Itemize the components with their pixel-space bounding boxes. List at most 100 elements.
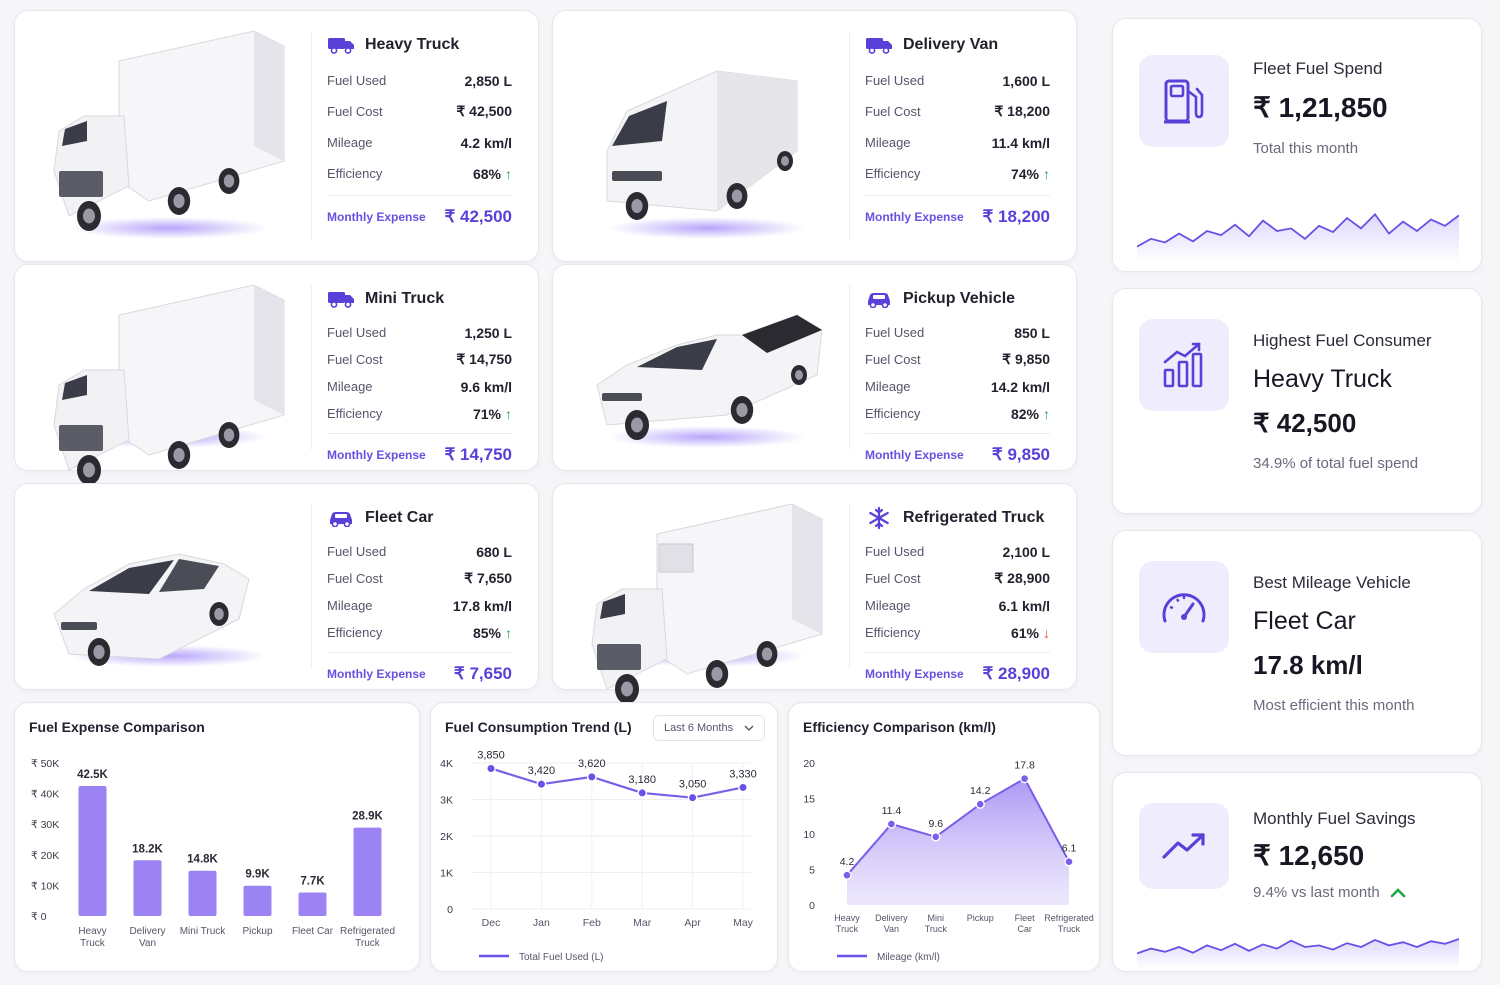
area-legend-label: Mileage (km/l)	[877, 952, 940, 963]
bar-x-tick: Pickup	[242, 926, 272, 937]
line-point[interactable]	[687, 792, 698, 803]
efficiency-value-wrap: 82% ↑	[1011, 406, 1050, 422]
area-point[interactable]	[886, 819, 897, 829]
monthly-expense-row: Monthly Expense ₹ 14,750	[327, 442, 512, 468]
vehicle-name: Fleet Car	[365, 509, 434, 526]
vehicle-info: Fleet Car Fuel Used 680 L Fuel Cost ₹ 7,…	[327, 504, 512, 687]
fuel-used-row: Fuel Used 1,250 L	[327, 319, 512, 346]
bar-heavy-truck[interactable]	[78, 785, 107, 916]
line-x-tick: May	[733, 917, 754, 929]
line-point[interactable]	[536, 779, 547, 790]
vehicle-card-delivery-van[interactable]: Delivery Van Fuel Used 1,600 L Fuel Cost…	[552, 10, 1077, 262]
area-point[interactable]	[975, 799, 985, 809]
mini-truck-illustration	[29, 275, 299, 510]
mileage-label: Mileage	[327, 598, 373, 613]
area-point[interactable]	[931, 832, 941, 842]
vehicle-header: Heavy Truck	[327, 31, 512, 59]
vehicle-header: Refrigerated Truck	[865, 504, 1050, 532]
bar-y-tick: ₹ 40K	[31, 789, 59, 801]
bar-delivery-van[interactable]	[133, 860, 162, 916]
period-dropdown[interactable]: Last 6 Months	[653, 715, 765, 741]
fuel-used-label: Fuel Used	[865, 544, 925, 559]
bar-pickup[interactable]	[243, 885, 272, 916]
fuel-used-value: 1,600 L	[1002, 72, 1050, 89]
fuel-cost-value: ₹ 28,900	[994, 570, 1050, 586]
mileage-row: Mileage 4.2 km/l	[327, 127, 512, 158]
best-mileage-value: 17.8 km/l	[1253, 650, 1363, 680]
area-data-label: 9.6	[928, 818, 943, 830]
highest-consumer-text: Highest Fuel Consumer Heavy Truck ₹ 42,5…	[1253, 331, 1432, 472]
fuel-spend-sparkline	[1137, 212, 1459, 263]
fleet-car-illustration	[29, 494, 299, 699]
line-legend-label: Total Fuel Used (L)	[519, 952, 603, 963]
vehicle-card-mini-truck[interactable]: Mini Truck Fuel Used 1,250 L Fuel Cost ₹…	[14, 264, 539, 485]
area-point[interactable]	[1019, 773, 1030, 784]
fuel-cost-row: Fuel Cost ₹ 28,900	[865, 565, 1050, 592]
monthly-expense-value: ₹ 28,900	[982, 664, 1050, 683]
mileage-row: Mileage 14.2 km/l	[865, 373, 1050, 400]
bar-refrigerated-truck[interactable]	[353, 827, 382, 916]
vehicle-info: Delivery Van Fuel Used 1,600 L Fuel Cost…	[865, 31, 1050, 230]
monthly-expense-label: Monthly Expense	[327, 448, 426, 462]
chevron-down-icon	[744, 725, 754, 731]
trend-up-arrow-icon: ↑	[1043, 405, 1050, 422]
efficiency-row: Efficiency 68% ↑	[327, 158, 512, 189]
monthly-expense-label: Monthly Expense	[865, 667, 964, 681]
area-point[interactable]	[1064, 856, 1074, 867]
trend-up-arrow-icon: ↑	[505, 624, 512, 641]
mileage-label: Mileage	[327, 135, 373, 150]
bar-y-tick: ₹ 0	[31, 911, 47, 923]
heavy-truck-image	[29, 21, 299, 251]
fuel-cost-row: Fuel Cost ₹ 7,650	[327, 565, 512, 592]
fuel-used-label: Fuel Used	[327, 73, 387, 88]
area-point[interactable]	[842, 870, 852, 880]
bar-y-tick: ₹ 50K	[31, 758, 59, 770]
monthly-expense-row: Monthly Expense ₹ 28,900	[865, 661, 1050, 687]
vehicle-header: Mini Truck	[327, 285, 512, 313]
heavy-truck-illustration	[29, 21, 299, 256]
vehicle-card-refrigerated-truck[interactable]: Refrigerated Truck Fuel Used 2,100 L Fue…	[552, 483, 1077, 704]
mileage-value: 17.8 km/l	[452, 597, 512, 614]
bar-x-tick: Delivery	[129, 926, 165, 937]
area-x-tick: Truck	[836, 924, 859, 934]
sparkline-fill	[1137, 939, 1459, 969]
mileage-label: Mileage	[865, 379, 911, 394]
bar-fleet-car[interactable]	[298, 892, 327, 916]
area-y-tick: 5	[809, 865, 815, 877]
line-point[interactable]	[486, 763, 496, 774]
line-point[interactable]	[637, 788, 648, 798]
line-point[interactable]	[586, 771, 597, 782]
vehicle-card-pickup-vehicle[interactable]: Pickup Vehicle Fuel Used 850 L Fuel Cost…	[552, 264, 1077, 471]
best-mileage-text: Best Mileage Vehicle Fleet Car 17.8 km/l…	[1253, 573, 1414, 714]
fuel-used-row: Fuel Used 850 L	[865, 319, 1050, 346]
card-divider	[311, 31, 312, 241]
line-point[interactable]	[738, 782, 748, 793]
pickup-image	[567, 275, 837, 460]
vehicle-card-fleet-car[interactable]: Fleet Car Fuel Used 680 L Fuel Cost ₹ 7,…	[14, 483, 539, 690]
line-data-label: 3,050	[679, 779, 707, 791]
vehicle-name: Heavy Truck	[365, 36, 460, 53]
fuel-used-label: Fuel Used	[865, 73, 925, 88]
card-divider	[311, 504, 312, 669]
bar-mini-truck[interactable]	[188, 870, 217, 916]
fuel-cost-row: Fuel Cost ₹ 14,750	[327, 346, 512, 373]
efficiency-value: 61%	[1010, 624, 1039, 641]
efficiency-row: Efficiency 85% ↑	[327, 619, 512, 646]
line-y-tick: 0	[447, 904, 453, 916]
fuel-savings-sparkline	[1137, 938, 1459, 969]
efficiency-label: Efficiency	[327, 166, 383, 181]
line-data-label: 3,620	[578, 758, 606, 770]
vehicle-card-heavy-truck[interactable]: Heavy Truck Fuel Used 2,850 L Fuel Cost …	[14, 10, 539, 262]
trend-up-arrow-icon: ↑	[505, 405, 512, 422]
mileage-row: Mileage 6.1 km/l	[865, 592, 1050, 619]
efficiency-row: Efficiency 61% ↓	[865, 619, 1050, 646]
line-y-tick: 1K	[440, 868, 453, 880]
monthly-expense-label: Monthly Expense	[327, 210, 426, 224]
vehicle-name: Refrigerated Truck	[903, 509, 1045, 526]
vehicle-name: Pickup Vehicle	[903, 290, 1016, 307]
vehicle-info: Refrigerated Truck Fuel Used 2,100 L Fue…	[865, 504, 1050, 687]
vehicle-info: Pickup Vehicle Fuel Used 850 L Fuel Cost…	[865, 285, 1050, 468]
line-data-label: 3,180	[628, 774, 656, 786]
sparkline-fill	[1137, 214, 1459, 263]
